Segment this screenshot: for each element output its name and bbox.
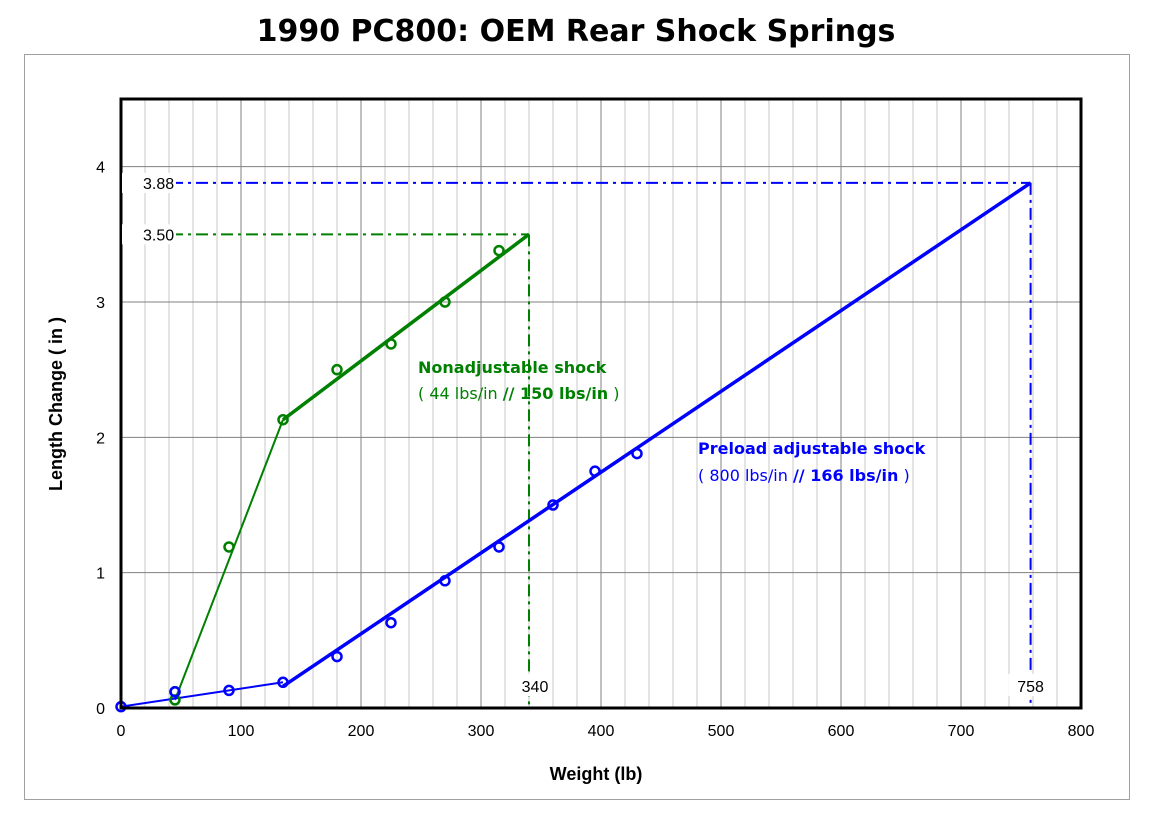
annotation-preload-rates: ( 800 lbs/in // 166 lbs/in ) — [698, 466, 910, 485]
y-axis-label: Length Change ( in ) — [46, 317, 66, 491]
tick-labels: 0 100 200 300 400 500 600 700 800 0 1 2 3 4 — [96, 160, 1094, 740]
data-point-0 — [277, 413, 289, 426]
data-point-0 — [439, 296, 451, 308]
y-tick-label: 2 — [96, 430, 105, 447]
chart-frame — [24, 54, 1130, 800]
fit-line-0-0 — [174, 419, 284, 701]
reference-x-label-bg-1 — [1008, 674, 1053, 696]
x-tick-label: 600 — [828, 723, 855, 740]
reference-y-label-bg-0 — [122, 224, 176, 245]
x-tick-label: 300 — [468, 723, 495, 740]
data-point-1 — [631, 447, 643, 460]
data-point-1 — [169, 686, 181, 698]
annotation-nonadjustable-title: Nonadjustable shock — [418, 358, 607, 377]
y-tick-label: 4 — [96, 160, 105, 177]
x-tick-label: 800 — [1068, 723, 1095, 740]
reference-labels: 3.50 340 3.88 758 — [122, 172, 1053, 696]
reference-y-label-1: 3.88 — [143, 176, 174, 193]
reference-y-label-0: 3.50 — [143, 227, 174, 244]
data-point-1 — [385, 616, 397, 629]
reference-x-label-0: 340 — [522, 679, 549, 696]
x-tick-label: 500 — [708, 723, 735, 740]
reference-x-label-bg-0 — [507, 674, 551, 696]
reference-x-label-1: 758 — [1017, 679, 1044, 696]
data-point-1 — [439, 575, 451, 587]
reference-lines — [121, 181, 1032, 708]
x-tick-label: 200 — [348, 723, 375, 740]
data-point-0 — [385, 338, 397, 350]
data-point-1 — [277, 676, 289, 689]
annotation-nonadjustable: Nonadjustable shock ( 44 lbs/in // 150 l… — [418, 358, 620, 403]
y-tick-label: 1 — [96, 566, 105, 583]
chart-title: 1990 PC800: OEM Rear Shock Springs — [256, 14, 896, 49]
data-point-0 — [493, 244, 505, 257]
annotation-preload-title: Preload adjustable shock — [698, 439, 926, 458]
fit-line-1-1 — [282, 181, 1032, 688]
rates-open: ( 44 lbs/in — [418, 384, 503, 403]
data-point-1 — [589, 465, 601, 477]
rates-open: ( 800 lbs/in — [698, 466, 793, 485]
fit-lines — [120, 181, 1032, 708]
annotation-preload: Preload adjustable shock ( 800 lbs/in //… — [698, 439, 926, 485]
y-tick-label: 0 — [96, 701, 105, 718]
rates-close: ) — [608, 384, 619, 403]
reference-y-label-bg-1 — [122, 172, 176, 193]
data-point-1 — [223, 684, 235, 697]
x-axis-label: Weight (lb) — [550, 764, 643, 784]
x-tick-label: 100 — [228, 723, 255, 740]
x-tick-label: 0 — [117, 723, 126, 740]
data-point-0 — [331, 363, 343, 376]
x-tick-label: 700 — [948, 723, 975, 740]
data-point-1 — [547, 499, 559, 511]
fit-line-1-0 — [120, 681, 284, 708]
data-point-0 — [223, 541, 235, 553]
x-tick-label: 400 — [588, 723, 615, 740]
grid-lines — [121, 99, 1081, 708]
rates-second: // 166 lbs/in — [793, 466, 898, 485]
plot-border — [119, 97, 1083, 710]
data-point-1 — [331, 650, 343, 663]
data-markers — [115, 244, 643, 713]
rates-second: // 150 lbs/in — [503, 384, 608, 403]
data-point-1 — [493, 541, 505, 553]
rates-close: ) — [898, 466, 909, 485]
fit-line-0-1 — [281, 232, 531, 422]
annotation-nonadjustable-rates: ( 44 lbs/in // 150 lbs/in ) — [418, 384, 620, 403]
y-tick-label: 3 — [96, 295, 105, 312]
